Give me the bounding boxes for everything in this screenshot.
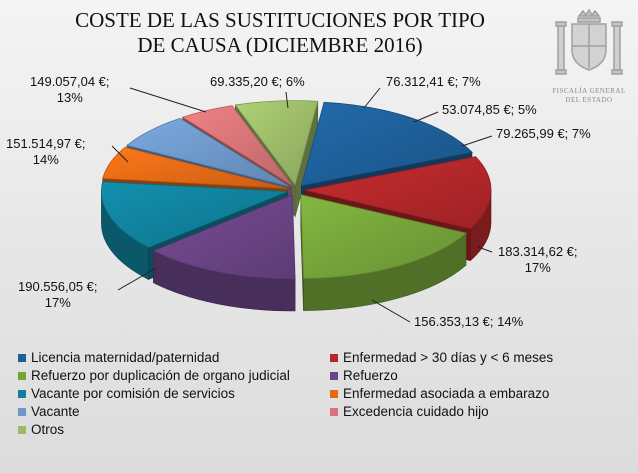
legend-swatch-4 <box>330 371 338 380</box>
slice-label-5: 149.057,04 €;13% <box>30 74 207 113</box>
emblem-text-line-2: DEL ESTADO <box>565 96 613 104</box>
slice-label-1: 183.314,62 €;17% <box>477 244 578 275</box>
data-label-6: 69.335,20 €; 6% <box>210 74 305 89</box>
legend-swatch-2 <box>330 353 338 362</box>
pie-slice-top-3 <box>300 194 467 279</box>
leader-line-3 <box>117 267 157 291</box>
data-label-2: 156.353,13 €; 14% <box>414 314 524 329</box>
data-label-7: 76.312,41 €; 7% <box>386 74 481 89</box>
leader-line-8 <box>413 111 439 123</box>
data-label-8: 53.074,85 €; 5% <box>442 102 537 117</box>
legend-label-4: Refuerzo <box>343 368 398 383</box>
legend-item-2: Enfermedad > 30 días y < 6 meses <box>330 349 628 366</box>
pie-slice-4 <box>152 194 296 312</box>
legend-label-6: Enfermedad asociada a embarazo <box>343 386 550 401</box>
slice-label-7: 76.312,41 €; 7% <box>363 74 481 109</box>
slice-label-6: 69.335,20 €; 6% <box>210 74 305 109</box>
leader-line-2 <box>371 299 411 323</box>
legend-item-5: Vacante por comisión de servicios <box>18 385 330 402</box>
leader-line-7 <box>363 87 381 109</box>
chart-title-line-1: COSTE DE LAS SUSTITUCIONES POR TIPO <box>75 8 485 32</box>
legend-item-9: Otros <box>18 421 330 438</box>
legend-item-4: Refuerzo <box>330 367 628 384</box>
legend-swatch-8 <box>330 407 338 416</box>
slice-label-8: 53.074,85 €; 5% <box>413 102 537 123</box>
legend-swatch-3 <box>18 371 26 380</box>
legend-label-9: Otros <box>31 422 65 437</box>
legend-swatch-9 <box>18 425 26 434</box>
legend-label-8: Excedencia cuidado hijo <box>343 404 489 419</box>
pie-slice-top-9 <box>234 100 319 186</box>
legend-label-1: Licencia maternidad/paternidad <box>31 350 220 365</box>
legend-swatch-7 <box>18 407 26 416</box>
coat-of-arms-icon <box>555 8 623 75</box>
leader-line-6 <box>285 91 289 109</box>
legend-label-2: Enfermedad > 30 días y < 6 meses <box>343 350 554 365</box>
legend-swatch-1 <box>18 353 26 362</box>
legend-label-3: Refuerzo por duplicación de organo judic… <box>31 368 290 383</box>
chart-title: COSTE DE LAS SUSTITUCIONES POR TIPO DE C… <box>60 8 500 58</box>
legend-item-6: Enfermedad asociada a embarazo <box>330 385 628 402</box>
data-label-4: 151.514,97 €; <box>6 136 86 151</box>
pie-slice-top-6 <box>102 146 288 189</box>
legend-label-7: Vacante <box>31 404 80 419</box>
legend-item-3: Refuerzo por duplicación de organo judic… <box>18 367 330 384</box>
legend-item-1: Licencia maternidad/paternidad <box>18 349 330 366</box>
data-label-percent-3: 17% <box>45 295 71 310</box>
pie-slice-3 <box>300 194 467 311</box>
data-label-percent-1: 17% <box>525 260 551 275</box>
data-label-1: 183.314,62 €; <box>498 244 578 259</box>
emblem-text: FISCALÍA GENERAL DEL ESTADO <box>548 87 630 105</box>
pie-slice-top-4 <box>152 194 296 280</box>
chart-title-line-2: DE CAUSA (DICIEMBRE 2016) <box>137 33 423 57</box>
slice-label-3: 190.556,05 €;17% <box>18 267 157 310</box>
slice-label-4: 151.514,97 €;14% <box>6 136 129 167</box>
legend-item-7: Vacante <box>18 403 330 420</box>
data-label-9: 79.265,99 €; 7% <box>496 126 591 141</box>
data-label-percent-4: 14% <box>33 152 59 167</box>
slice-label-9: 79.265,99 €; 7% <box>461 126 591 147</box>
pie-slice-top-5 <box>101 181 288 248</box>
pie-slice-top-8 <box>181 105 293 186</box>
leader-line-4 <box>111 145 129 163</box>
legend-item-8: Excedencia cuidado hijo <box>330 403 628 420</box>
legend-label-5: Vacante por comisión de servicios <box>31 386 235 401</box>
pie-slice-top-7 <box>126 117 290 187</box>
legend-swatch-6 <box>330 389 338 398</box>
slice-label-2: 156.353,13 €; 14% <box>371 299 524 329</box>
data-label-5: 149.057,04 €; <box>30 74 110 89</box>
leader-line-1 <box>477 246 493 253</box>
data-label-3: 190.556,05 €; <box>18 279 98 294</box>
leader-line-5 <box>129 87 207 113</box>
data-label-percent-5: 13% <box>57 90 83 105</box>
chart-legend: Licencia maternidad/paternidad Enfermedad… <box>18 349 628 438</box>
legend-swatch-5 <box>18 389 26 398</box>
pie-slice-top-2 <box>304 156 492 230</box>
leader-line-9 <box>461 135 493 147</box>
institution-emblem: FISCALÍA GENERAL DEL ESTADO <box>548 8 630 108</box>
emblem-text-line-1: FISCALÍA GENERAL <box>552 87 626 95</box>
